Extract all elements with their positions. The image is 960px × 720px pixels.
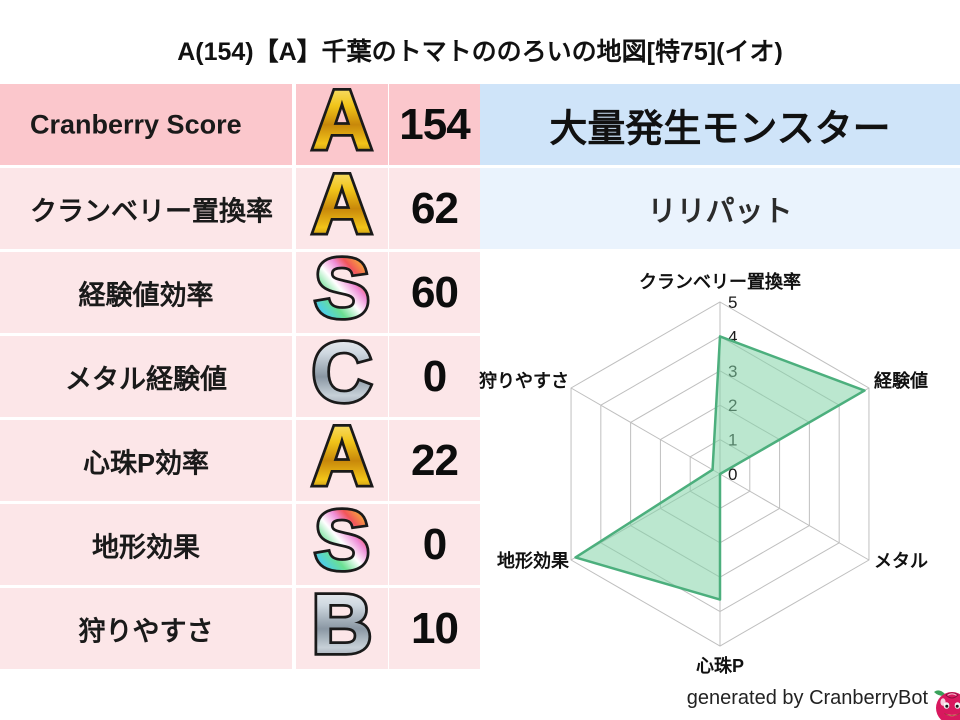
svg-text:5: 5 [728,293,737,312]
svg-text:地形効果: 地形効果 [497,550,570,571]
svg-text:S: S [314,252,370,333]
svg-text:心珠P: 心珠P [696,656,744,676]
svg-text:メタル: メタル [874,551,928,571]
svg-text:A: A [312,168,373,249]
svg-text:S: S [314,504,370,585]
svg-text:generated by CranberryBot: generated by CranberryBot [687,687,929,709]
svg-text:B: B [312,588,373,669]
svg-text:クランベリー置換率: クランベリー置換率 [639,271,801,292]
svg-text:A: A [312,420,373,501]
svg-text:経験値: 経験値 [874,370,928,391]
svg-text:狩りやすさ: 狩りやすさ [479,370,569,391]
svg-text:A: A [312,84,373,165]
svg-text:C: C [312,336,373,417]
